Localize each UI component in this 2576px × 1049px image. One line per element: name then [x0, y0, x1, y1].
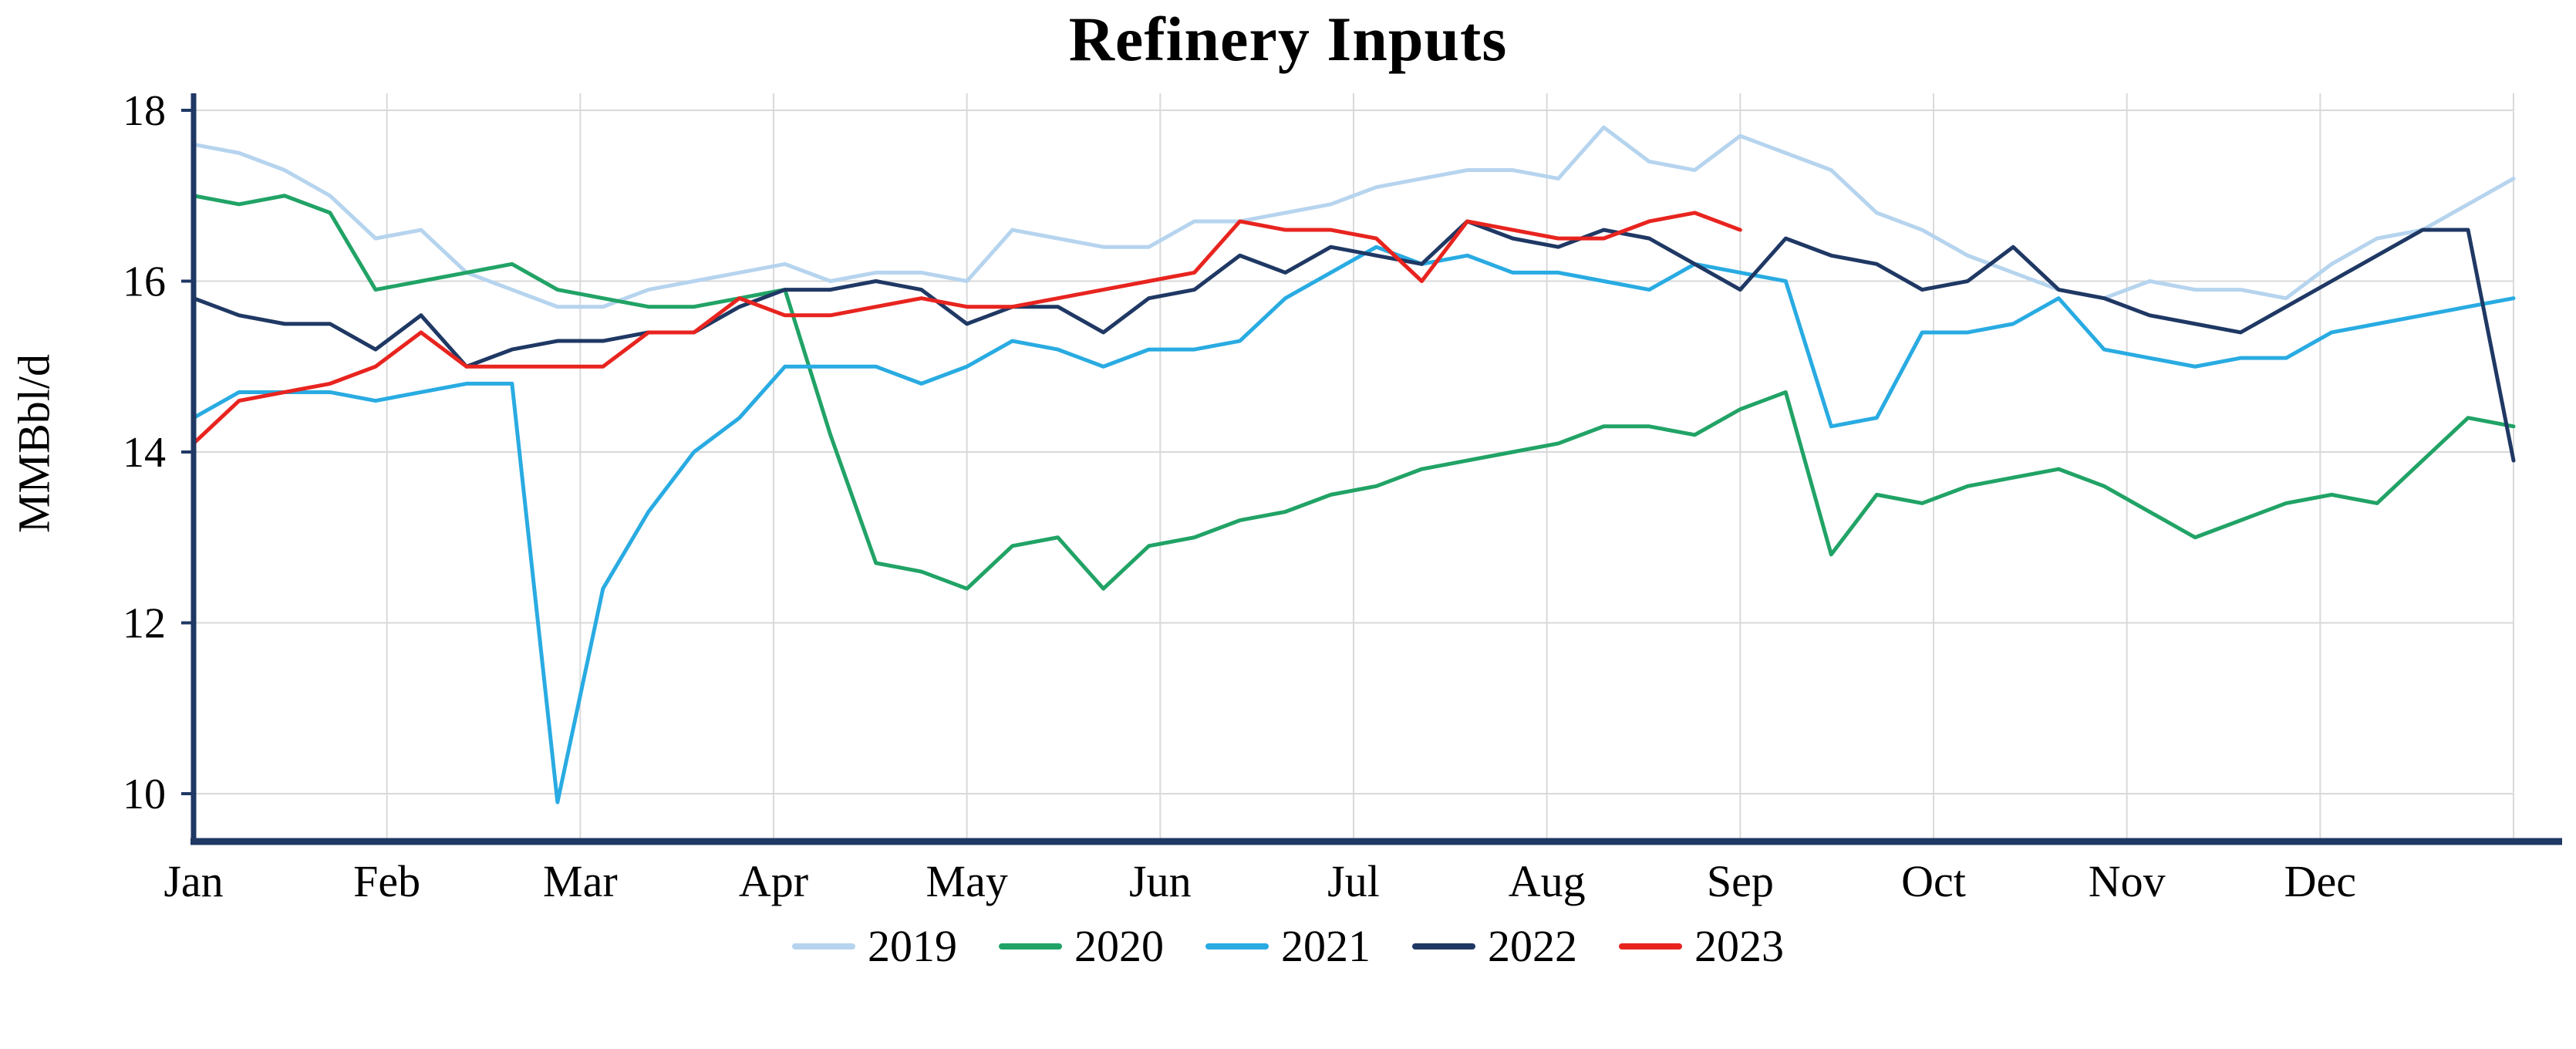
x-tick-label: Dec [2284, 856, 2356, 906]
legend-label-2022: 2022 [1488, 921, 1577, 971]
legend-item-2021: 2021 [1205, 924, 1371, 969]
legend-item-2020: 2020 [999, 924, 1164, 969]
x-tick-label: Sep [1707, 856, 1774, 906]
x-tick-label: Jan [164, 856, 223, 906]
series-line-2021 [191, 245, 2516, 804]
x-tick-label: Mar [543, 856, 618, 906]
series-line-2020 [191, 194, 2516, 591]
x-tick-label: May [926, 856, 1008, 906]
legend-label-2020: 2020 [1074, 921, 1164, 971]
x-tick-label: Jun [1129, 856, 1192, 906]
y-tick-label: 12 [123, 600, 166, 648]
x-tick-label: Oct [1901, 856, 1966, 906]
legend-item-2022: 2022 [1412, 924, 1577, 969]
series-line-2023 [191, 211, 1742, 446]
legend-label-2023: 2023 [1694, 921, 1784, 971]
x-tick-label: Aug [1509, 856, 1586, 906]
chart-title: Refinery Inputs [1068, 4, 1508, 74]
y-tick-label: 16 [123, 258, 166, 306]
chart-canvas: 10 12 14 16 18 Jan Feb Mar Apr May Jun Jul Aug Sep Oct… [123, 87, 2562, 906]
legend-swatch-2020 [999, 943, 1062, 949]
x-tick-label: Apr [739, 856, 808, 906]
x-tick-label: Jul [1327, 856, 1380, 906]
y-tick-label: 18 [123, 87, 166, 135]
legend-swatch-2022 [1412, 943, 1475, 949]
x-tick-label: Feb [353, 856, 420, 906]
legend-label-2021: 2021 [1281, 921, 1371, 971]
legend-label-2019: 2019 [868, 921, 957, 971]
series-line-2022 [191, 219, 2516, 463]
y-tick-label: 14 [123, 429, 166, 477]
legend-swatch-2019 [792, 943, 855, 949]
series-line-2019 [191, 125, 2516, 309]
legend-item-2019: 2019 [792, 924, 957, 969]
legend: 2019 2020 2021 2022 2023 [0, 924, 2576, 969]
legend-item-2023: 2023 [1619, 924, 1784, 969]
legend-swatch-2023 [1619, 943, 1682, 949]
legend-swatch-2021 [1205, 943, 1269, 949]
y-tick-label: 10 [123, 771, 166, 818]
x-tick-label: Nov [2089, 856, 2166, 906]
